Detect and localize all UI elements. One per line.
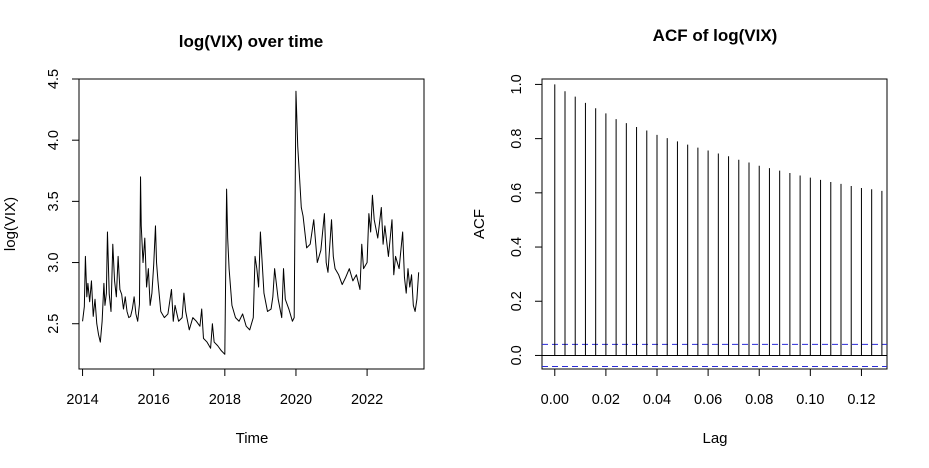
time-series-x-axis-label: Time bbox=[236, 430, 269, 447]
time-series-y-tick-label: 3.0 bbox=[46, 252, 62, 272]
time-series-x-tick-label: 2016 bbox=[138, 392, 170, 408]
time-series-y-tick-label: 2.5 bbox=[46, 314, 62, 334]
time-series-x-tick-label: 2014 bbox=[66, 392, 98, 408]
time-series-x-tick-label: 2022 bbox=[351, 392, 383, 408]
time-series-y-axis-label: log(VIX) bbox=[2, 197, 19, 251]
acf-panel: ACF of log(VIX) 0.00 0.02 0.04 0.06 0.08 0.10… bbox=[471, 26, 888, 447]
time-series-line-group bbox=[82, 90, 420, 355]
acf-x-tick-label: 0.00 bbox=[541, 392, 569, 408]
acf-x-tick-label: 0.12 bbox=[847, 392, 875, 408]
acf-x-tick-label: 0.02 bbox=[592, 392, 620, 408]
time-series-y-tick-label: 4.0 bbox=[46, 130, 62, 150]
acf-y-tick-label: 0.0 bbox=[509, 345, 525, 365]
time-series-y-tick-label: 3.5 bbox=[46, 191, 62, 211]
acf-plot-frame bbox=[541, 78, 888, 370]
acf-y-tick-label: 0.8 bbox=[509, 129, 525, 149]
time-series-panel: log(VIX) over time 2014 2016 2018 2020 20222… bbox=[2, 32, 425, 447]
acf-axes: 0.00 0.02 0.04 0.06 0.08 0.10 0.12 0.0 0.2 0.4 0.6… bbox=[509, 74, 876, 408]
acf-x-tick-label: 0.08 bbox=[745, 392, 773, 408]
acf-x-tick-label: 0.06 bbox=[694, 392, 722, 408]
acf-y-tick-label: 0.4 bbox=[509, 237, 525, 257]
acf-bars-group bbox=[542, 84, 887, 368]
time-series-x-tick-label: 2018 bbox=[209, 392, 241, 408]
acf-x-tick-label: 0.04 bbox=[643, 392, 671, 408]
acf-title: ACF of log(VIX) bbox=[653, 26, 778, 45]
time-series-axes: 2014 2016 2018 2020 2022 2.5 3.0 3.5 4.0 4.5 bbox=[46, 69, 383, 408]
acf-x-tick-label: 0.10 bbox=[796, 392, 824, 408]
time-series-x-tick-label: 2020 bbox=[280, 392, 312, 408]
log-vix-series-line bbox=[82, 90, 420, 355]
acf-y-axis-label: ACF bbox=[471, 209, 488, 239]
acf-y-tick-label: 0.6 bbox=[509, 183, 525, 203]
acf-x-axis-label: Lag bbox=[702, 430, 727, 447]
time-series-title: log(VIX) over time bbox=[179, 32, 324, 51]
acf-y-tick-label: 1.0 bbox=[509, 74, 525, 94]
time-series-y-tick-label: 4.5 bbox=[46, 69, 62, 89]
acf-y-tick-label: 0.2 bbox=[509, 291, 525, 311]
